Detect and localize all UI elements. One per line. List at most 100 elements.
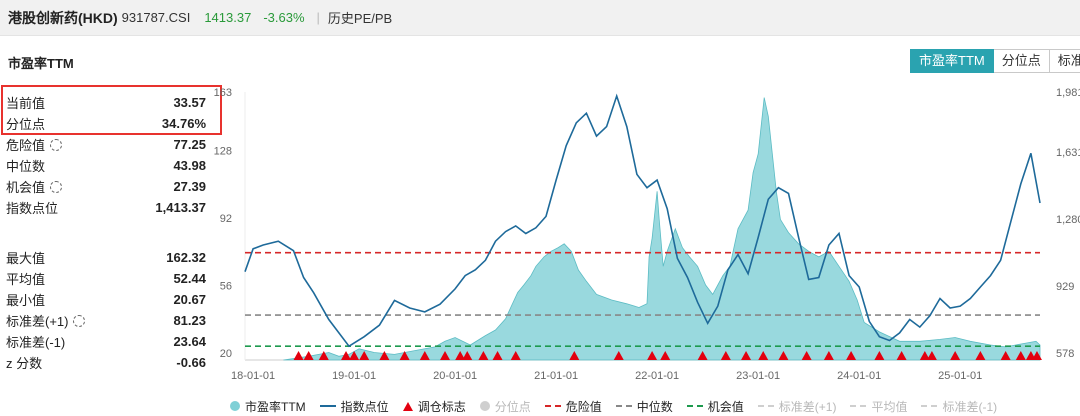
left-axis-tick-label: 56: [220, 281, 232, 293]
stat-row-mean: 平均值 52.44: [6, 268, 206, 289]
index-code: 931787.CSI: [121, 10, 191, 25]
rebalance-marker[interactable]: [492, 351, 503, 360]
legend-item[interactable]: 调仓标志: [402, 398, 466, 415]
legend-item[interactable]: 标准差(+1): [757, 398, 836, 415]
stat-label: 最大值: [6, 248, 45, 267]
legend-marker: [402, 401, 413, 411]
rebalance-marker[interactable]: [741, 351, 752, 360]
rebalance-marker[interactable]: [341, 351, 352, 360]
rebalance-marker[interactable]: [349, 351, 360, 360]
rebalance-marker[interactable]: [478, 351, 489, 360]
rebalance-marker[interactable]: [569, 351, 580, 360]
gear-icon[interactable]: [50, 180, 63, 193]
stat-label: 当前值: [6, 93, 45, 112]
legend-label: 分位点: [494, 399, 531, 414]
stat-label-text: 最大值: [6, 251, 46, 266]
legend-marker: [686, 405, 703, 407]
rebalance-marker[interactable]: [510, 351, 521, 360]
header-separator: |: [316, 10, 320, 25]
rebalance-marker[interactable]: [801, 351, 812, 360]
rebalance-marker[interactable]: [950, 351, 961, 360]
rebalance-marker[interactable]: [660, 351, 671, 360]
gear-icon[interactable]: [73, 314, 86, 327]
stat-value: -0.66: [176, 355, 206, 370]
stat-value: 81.23: [173, 313, 206, 328]
rebalance-marker[interactable]: [720, 351, 731, 360]
legend-item[interactable]: 机会值: [686, 398, 744, 415]
rebalance-marker[interactable]: [293, 351, 304, 360]
rebalance-marker[interactable]: [318, 351, 329, 360]
stat-row-min: 最小值 20.67: [6, 289, 206, 310]
legend-label: 平均值: [871, 399, 908, 414]
rebalance-marker[interactable]: [697, 351, 708, 360]
stat-label: z 分数: [6, 353, 42, 372]
rebalance-marker[interactable]: [419, 351, 430, 360]
stat-row-index-level: 指数点位 1,413.37: [6, 197, 206, 218]
stat-row-opportunity: 机会值 27.39: [6, 176, 206, 197]
stat-label: 最小值: [6, 290, 45, 309]
rebalance-marker[interactable]: [926, 351, 937, 360]
history-pe-pb-link[interactable]: 历史PE/PB: [327, 11, 393, 26]
rebalance-marker[interactable]: [1000, 351, 1011, 360]
stat-label-text: 危险值: [6, 138, 46, 153]
legend-item[interactable]: 指数点位: [319, 398, 389, 415]
rebalance-marker[interactable]: [462, 351, 473, 360]
stat-label: 中位数: [6, 156, 45, 175]
rebalance-marker[interactable]: [359, 351, 370, 360]
rebalance-marker[interactable]: [303, 351, 314, 360]
rebalance-marker[interactable]: [1015, 351, 1026, 360]
stat-label: 标准差(-1): [6, 332, 65, 351]
rebalance-marker[interactable]: [919, 351, 930, 360]
stat-label-text: 平均值: [6, 272, 46, 287]
rebalance-marker[interactable]: [647, 351, 658, 360]
x-axis-tick-label: 23-01-01: [736, 370, 780, 382]
rebalance-marker[interactable]: [399, 351, 410, 360]
right-axis-tick-label: 578: [1056, 348, 1074, 360]
stat-row-current: 当前值 33.57: [6, 92, 206, 113]
legend-item[interactable]: 市盈率TTM: [230, 398, 306, 415]
index-price: 1413.37: [204, 10, 252, 25]
gear-icon[interactable]: [50, 138, 63, 151]
right-axis-tick-label: 1,280: [1056, 214, 1080, 226]
rebalance-marker[interactable]: [896, 351, 907, 360]
rebalance-marker[interactable]: [1031, 351, 1042, 360]
legend-item[interactable]: 中位数: [615, 398, 673, 415]
stat-label: 标准差(+1): [6, 311, 86, 330]
stat-label-text: 中位数: [6, 159, 46, 174]
tab-pe-ttm[interactable]: 市盈率TTM: [910, 49, 994, 73]
stat-row-danger: 危险值 77.25: [6, 134, 206, 155]
legend-marker: [615, 405, 632, 407]
index-change: -3.63%: [263, 10, 305, 25]
rebalance-marker[interactable]: [613, 351, 624, 360]
legend-item[interactable]: 标准差(-1): [921, 398, 997, 415]
tab-percentile[interactable]: 分位点: [993, 49, 1050, 73]
x-axis-tick-label: 18-01-01: [231, 370, 275, 382]
rebalance-marker[interactable]: [975, 351, 986, 360]
stat-label-text: 机会值: [6, 180, 46, 195]
tab-std[interactable]: 标准: [1049, 49, 1080, 73]
metric-tabs: 市盈率TTM 分位点 标准: [910, 49, 1080, 73]
rebalance-marker[interactable]: [379, 351, 390, 360]
rebalance-marker[interactable]: [455, 351, 466, 360]
stat-value: 27.39: [173, 179, 206, 194]
index-level-line: [244, 93, 1041, 348]
rebalance-marker[interactable]: [778, 351, 789, 360]
rebalance-marker[interactable]: [440, 351, 451, 360]
legend-item[interactable]: 平均值: [850, 398, 907, 415]
rebalance-marker[interactable]: [874, 351, 885, 360]
stat-row-std-plus-1: 标准差(+1) 81.23: [6, 310, 206, 331]
legend-label: 市盈率TTM: [245, 399, 306, 414]
legend-item[interactable]: 危险值: [544, 398, 602, 415]
x-axis-tick-label: 24-01-01: [837, 370, 881, 382]
x-axis-tick-label: 22-01-01: [635, 370, 679, 382]
stat-value: 1,413.37: [155, 200, 206, 215]
stat-value: 77.25: [173, 137, 206, 152]
legend-item[interactable]: 分位点: [479, 398, 531, 415]
legend-marker: [850, 405, 867, 407]
stat-label-text: 当前值: [6, 96, 46, 111]
stat-label-text: 指数点位: [6, 201, 59, 216]
rebalance-marker[interactable]: [758, 351, 769, 360]
rebalance-marker[interactable]: [823, 351, 834, 360]
rebalance-marker[interactable]: [846, 351, 857, 360]
